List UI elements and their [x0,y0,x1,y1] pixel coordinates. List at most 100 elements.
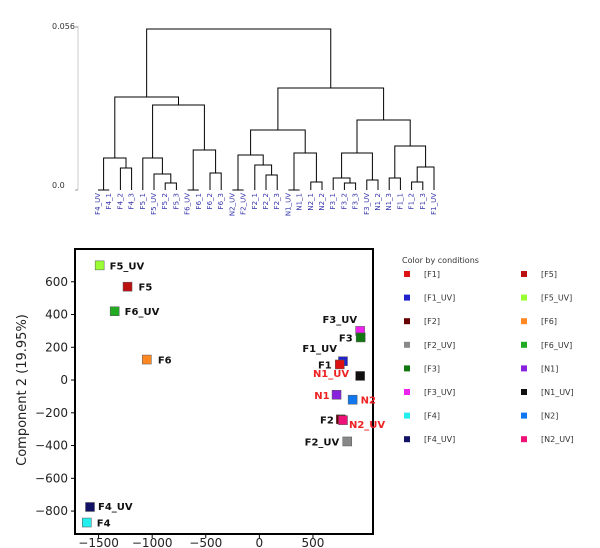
dendrogram-leaf-label: F4_2 [116,193,124,209]
dendrogram-leaf-label: F5_UV [150,193,158,215]
point-label-n2: N2 [361,396,376,407]
legend-label-n2: [N2] [541,412,558,421]
point-n2[interactable] [347,394,358,405]
point-n1[interactable] [331,390,342,400]
point-f1[interactable] [335,359,345,370]
legend-swatch-f3-uv [404,389,410,395]
y-axis-tick-label: −800 [35,504,68,518]
legend-label-f6: [F6] [541,317,557,326]
legend-swatch-n2 [521,412,527,419]
x-axis-ticks: −1500 −1000 −500 0 500 [78,534,324,548]
legend-swatch-n1 [521,365,527,372]
dendrogram-link [277,87,385,130]
legend-label-f1-uv: [F1_UV] [424,294,455,303]
dendrogram-link [310,181,323,190]
legend-label-f4: [F4] [424,412,440,421]
point-label-f3: F3 [339,333,353,344]
point-label-f1: F1 [318,360,332,371]
point-n2-uv[interactable] [338,415,348,425]
dendrogram-link [416,166,435,190]
dendrogram-leaf-label: F5_2 [161,193,169,209]
dendrogram-ytick-bottom: 0.0 [52,181,65,190]
dendrogram-leaf-label: F1_UV [430,193,438,215]
dendrogram-leaf-label: F6_2 [206,193,214,209]
dendrogram-link [250,129,306,155]
point-f6-uv[interactable] [109,306,120,316]
dendrogram-leaf-label: F2_3 [273,193,281,209]
point-f5[interactable] [122,281,133,292]
dendrogram-link [411,181,424,190]
dendrogram-link [164,182,177,190]
y-axis-tick-label: −600 [35,471,68,485]
legend-swatch-f5-uv [521,294,527,301]
legend-swatch-f4-uv [404,436,410,443]
legend-swatch-f5 [521,271,527,277]
legend-label-f2-uv: [F2_UV] [424,341,455,350]
point-f2-uv[interactable] [342,436,353,447]
point-f3[interactable] [355,332,366,343]
point-f6[interactable] [142,354,152,365]
dendrogram-link [146,28,332,97]
dendrogram-leaf-label: F6_3 [217,193,225,209]
dendrogram-link [356,119,411,153]
point-label-f2-uv: F2_UV [305,437,340,448]
point-label-f4-uv: F4_UV [98,502,133,513]
legend-swatch-n1-uv [521,389,527,395]
point-label-n1-uv: N1_UV [313,369,349,380]
dendrogram-link [265,174,278,190]
point-label-f3-uv: F3_UV [322,315,357,326]
dendrogram-links [98,28,435,191]
dendrogram-leaf-label: N2_UV [228,193,236,216]
legend-items: [F1] [F5] [F1_UV] [F5_UV] [F2] [F6] [F2_UV] [F6… [404,270,574,444]
legend-swatch-f6 [521,318,527,325]
dendrogram-leaf-label: F4_3 [128,193,136,209]
x-axis-tick-label: −500 [189,536,222,548]
point-f4-uv[interactable] [85,502,95,512]
dendrogram-leaf-labels: F4_UV F4_1 F4_2 F4_3 F5_1 F5_UV F5_2 F5_3 F6_UV F… [94,193,438,216]
point-n1-uv[interactable] [355,371,365,381]
dendrogram-leaf-label: F1_2 [408,193,416,209]
point-label-f6-uv: F6_UV [125,307,160,318]
point-label-f4: F4 [97,519,111,530]
dendrogram-leaf-label: F3_UV [363,193,371,215]
legend-label-f6-uv: [F6_UV] [541,341,572,350]
dendrogram-link [366,179,379,190]
plot-frame [74,248,374,535]
dendrogram-link [103,157,127,190]
dendrogram-leaf-label: N1_UV [284,193,292,216]
legend-label-n2-uv: [N2_UV] [541,435,574,444]
dendrogram-leaf-label: F4_1 [105,193,113,209]
dendrogram-leaf-label: N1_2 [374,193,382,211]
legend-swatch-f3 [404,365,410,372]
y-axis-tick-label: −400 [35,439,68,453]
point-f5-uv[interactable] [94,260,105,271]
dendrogram-leaf-label: F2_UV [240,193,248,215]
point-f4[interactable] [82,517,92,528]
dendrogram-leaf-label: F6_1 [195,193,203,209]
dendrogram-leaf-label: N2_1 [307,193,315,211]
legend: Color by conditions [F1] [F5] [F1_UV] [F5_U… [402,256,574,444]
dendrogram-leaf-label: F1_1 [396,193,404,209]
x-axis-tick-label: 0 [256,536,264,548]
y-axis-tick-label: 600 [45,275,68,289]
legend-label-n1: [N1] [541,364,558,373]
legend-label-f2: [F2] [424,317,440,326]
legend-label-f1: [F1] [424,270,440,279]
dendrogram-leaf-label: N2_2 [318,193,326,211]
dendrogram-link [237,154,264,190]
dendrogram-link [293,152,317,190]
x-axis-tick-label: 500 [302,536,325,548]
dendrogram-leaf-label: F3_3 [352,193,360,209]
legend-swatch-f2 [404,318,410,325]
dendrogram-link [394,145,427,178]
legend-swatch-f4 [404,412,410,419]
legend-label-f5-uv: [F5_UV] [541,294,572,303]
dendrogram-link [192,149,217,190]
dendrogram-link [388,177,401,190]
point-label-f2: F2 [320,415,334,426]
dendrogram-leaf-label: F3_2 [340,193,348,209]
y-axis-tick-label: 0 [60,373,68,387]
point-label-n2-uv: N2_UV [349,420,385,431]
legend-swatch-f6-uv [521,341,527,348]
